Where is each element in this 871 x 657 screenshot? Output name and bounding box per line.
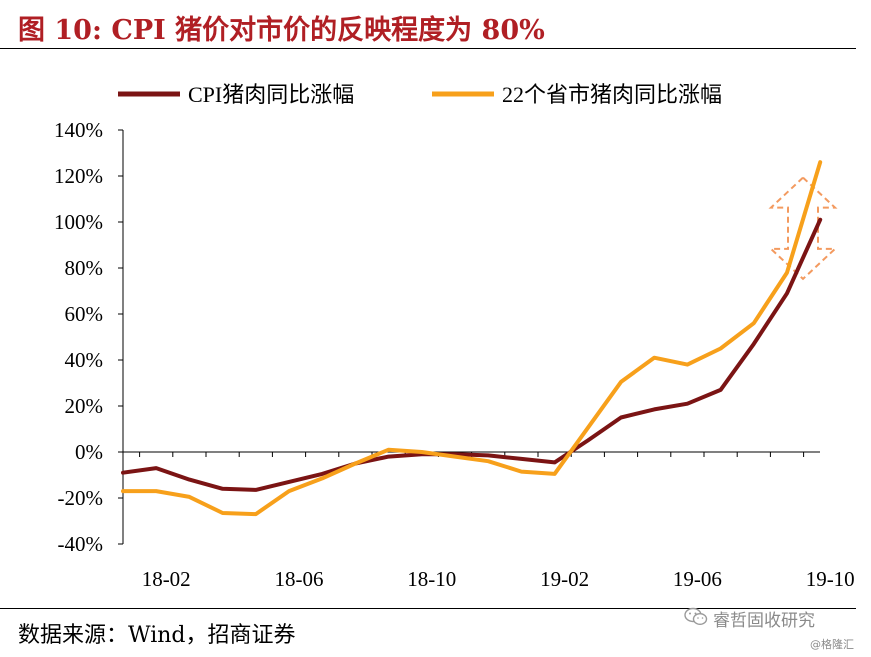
x-tick-label: 18-06 — [275, 567, 324, 591]
x-tick-label: 19-10 — [806, 567, 855, 591]
y-tick-label: 80% — [65, 256, 104, 280]
y-tick-label: 40% — [65, 348, 104, 372]
watermark-name: 睿哲固收研究 — [713, 611, 815, 631]
legend-label-2: 22个省市猪肉同比涨幅 — [502, 82, 722, 107]
x-axis: 18-02 18-06 18-10 19-02 19-06 19-10 — [123, 451, 855, 591]
y-tick-label: -20% — [58, 486, 104, 510]
y-tick-label: 60% — [65, 302, 104, 326]
x-tick-label: 19-06 — [673, 567, 722, 591]
legend-label-1: CPI猪肉同比涨幅 — [188, 82, 354, 107]
y-tick-label: -40% — [58, 532, 104, 556]
double-arrow-shape — [768, 176, 838, 281]
double-arrow-annotation — [768, 176, 838, 281]
chart-legend: CPI猪肉同比涨幅 22个省市猪肉同比涨幅 — [118, 82, 722, 107]
y-tick-label: 20% — [65, 394, 104, 418]
watermark-sub: @格隆汇 — [810, 638, 854, 651]
x-tick-label: 18-02 — [142, 567, 191, 591]
series-line-1 — [121, 217, 823, 492]
y-tick-label: 120% — [54, 164, 103, 188]
title-divider — [0, 48, 856, 49]
wechat-icon — [684, 607, 708, 626]
y-tick-label: 0% — [75, 440, 103, 464]
y-tick-label: 100% — [54, 210, 103, 234]
series-line-2 — [121, 160, 823, 517]
y-tick-label: 140% — [54, 118, 103, 142]
line-chart: CPI猪肉同比涨幅 22个省市猪肉同比涨幅 -40% -20% 0% 20% 40% 60%… — [54, 82, 855, 591]
source-note: 数据来源：Wind，招商证券 — [18, 623, 296, 648]
y-axis: -40% -20% 0% 20% 40% 60% 80% 100% 120% 140% — [54, 118, 124, 556]
series-layer — [121, 160, 823, 517]
x-tick-label: 18-10 — [407, 567, 456, 591]
page-title: 图 10: CPI 猪价对市价的反映程度为 80% — [18, 15, 545, 46]
footer-divider — [0, 608, 856, 609]
x-tick-label: 19-02 — [540, 567, 589, 591]
